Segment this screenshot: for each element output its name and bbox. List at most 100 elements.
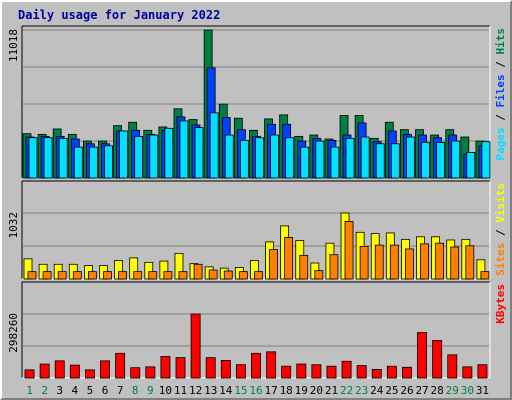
bar-kbytes-day-27 bbox=[417, 332, 428, 379]
day-label-30: 30 bbox=[461, 384, 474, 397]
day-label-6: 6 bbox=[102, 384, 109, 397]
bar-sites-day-25 bbox=[389, 244, 399, 280]
bar-kbytes-day-5 bbox=[84, 369, 95, 379]
bar-kbytes-day-10 bbox=[160, 356, 171, 379]
panel-kbytes-max-label: 298260 bbox=[7, 313, 20, 353]
day-label-12: 12 bbox=[189, 384, 202, 397]
bar-sites-day-14 bbox=[223, 270, 233, 280]
day-label-8: 8 bbox=[132, 384, 139, 397]
day-label-18: 18 bbox=[280, 384, 293, 397]
legend-entry: Sites bbox=[494, 243, 507, 276]
bar-pages-day-1 bbox=[28, 137, 38, 179]
bar-sites-day-27 bbox=[420, 243, 429, 280]
bar-sites-day-4 bbox=[72, 271, 82, 280]
day-label-15: 15 bbox=[234, 384, 247, 397]
day-label-29: 29 bbox=[446, 384, 459, 397]
bar-kbytes-day-9 bbox=[145, 366, 156, 379]
day-label-2: 2 bbox=[41, 384, 48, 397]
bar-pages-day-11 bbox=[179, 120, 189, 179]
legend-entry: KBytes bbox=[494, 284, 507, 324]
bar-sites-day-17 bbox=[269, 249, 278, 280]
bar-pages-day-22 bbox=[345, 137, 355, 179]
bar-sites-day-5 bbox=[87, 271, 97, 280]
day-label-7: 7 bbox=[117, 384, 124, 397]
bar-pages-day-4 bbox=[73, 146, 83, 179]
bar-kbytes-day-29 bbox=[447, 354, 458, 379]
bar-kbytes-day-25 bbox=[386, 365, 397, 379]
bar-kbytes-day-24 bbox=[371, 369, 382, 379]
bar-sites-day-10 bbox=[163, 271, 173, 280]
bar-kbytes-day-6 bbox=[100, 360, 110, 379]
bar-sites-day-23 bbox=[359, 245, 369, 280]
day-label-27: 27 bbox=[415, 384, 428, 397]
bar-pages-day-27 bbox=[421, 142, 430, 179]
bar-sites-day-13 bbox=[208, 269, 218, 280]
day-label-31: 31 bbox=[476, 384, 489, 397]
bar-kbytes-day-4 bbox=[69, 364, 80, 379]
legend-entry: / bbox=[494, 55, 507, 75]
bar-pages-day-29 bbox=[451, 140, 461, 179]
bar-sites-day-20 bbox=[314, 270, 324, 280]
day-label-4: 4 bbox=[72, 384, 79, 397]
bar-pages-day-30 bbox=[466, 152, 476, 179]
bar-sites-day-8 bbox=[133, 271, 143, 280]
bar-kbytes-day-31 bbox=[477, 364, 488, 379]
bar-pages-day-16 bbox=[255, 137, 264, 179]
bar-sites-day-22 bbox=[344, 221, 354, 280]
bar-sites-day-1 bbox=[27, 271, 37, 280]
bar-kbytes-day-8 bbox=[130, 367, 141, 379]
bar-pages-day-13 bbox=[209, 112, 219, 179]
panel-hits-legend: Pages / Files / Hits bbox=[494, 28, 507, 161]
day-label-5: 5 bbox=[87, 384, 94, 397]
bar-kbytes-day-13 bbox=[205, 357, 216, 379]
chart-title: Daily usage for January 2022 bbox=[18, 8, 220, 22]
bar-pages-day-18 bbox=[285, 137, 295, 179]
bar-pages-day-6 bbox=[104, 145, 113, 179]
bar-pages-day-24 bbox=[375, 143, 385, 179]
bar-kbytes-day-28 bbox=[432, 340, 443, 379]
bar-kbytes-day-22 bbox=[341, 360, 352, 379]
bar-kbytes-day-15 bbox=[235, 364, 246, 379]
bar-kbytes-day-11 bbox=[175, 357, 186, 379]
bar-kbytes-day-12 bbox=[190, 313, 201, 379]
bar-kbytes-day-17 bbox=[266, 351, 277, 379]
legend-entry: Files bbox=[494, 74, 507, 107]
bar-sites-day-2 bbox=[42, 271, 52, 280]
bar-sites-day-11 bbox=[178, 271, 188, 280]
day-label-10: 10 bbox=[159, 384, 172, 397]
bar-kbytes-day-18 bbox=[281, 365, 292, 379]
bar-kbytes-day-14 bbox=[220, 360, 231, 379]
panel-visits-legend: Sites / Visits bbox=[494, 183, 507, 276]
bar-sites-day-21 bbox=[329, 254, 339, 280]
bar-kbytes-day-21 bbox=[326, 365, 337, 379]
legend-entry: / bbox=[494, 108, 507, 128]
bar-kbytes-day-7 bbox=[115, 352, 126, 379]
day-label-19: 19 bbox=[295, 384, 308, 397]
day-label-25: 25 bbox=[385, 384, 398, 397]
bar-pages-day-9 bbox=[149, 134, 159, 179]
bar-pages-day-2 bbox=[43, 137, 53, 179]
bar-sites-day-15 bbox=[238, 271, 248, 280]
bar-pages-day-15 bbox=[239, 139, 249, 179]
day-label-1: 1 bbox=[26, 384, 33, 397]
bar-pages-day-7 bbox=[119, 130, 128, 179]
bar-pages-day-20 bbox=[315, 140, 325, 179]
panel-visits-max-label: 1032 bbox=[7, 212, 20, 239]
bar-pages-day-8 bbox=[134, 135, 144, 179]
bar-pages-day-26 bbox=[406, 136, 415, 179]
day-label-23: 23 bbox=[355, 384, 368, 397]
bar-kbytes-day-19 bbox=[296, 363, 307, 379]
day-label-14: 14 bbox=[219, 384, 233, 397]
bar-kbytes-day-16 bbox=[251, 352, 261, 379]
legend-entry: Pages bbox=[494, 127, 507, 160]
bar-pages-day-17 bbox=[270, 134, 279, 179]
bar-sites-day-3 bbox=[57, 271, 67, 280]
bar-sites-day-7 bbox=[118, 271, 127, 280]
bar-sites-day-31 bbox=[480, 271, 490, 280]
bar-sites-day-19 bbox=[299, 254, 309, 280]
bar-sites-day-29 bbox=[450, 246, 460, 280]
bar-sites-day-30 bbox=[465, 245, 475, 280]
bar-sites-day-18 bbox=[284, 237, 294, 280]
bar-pages-day-28 bbox=[436, 142, 446, 179]
